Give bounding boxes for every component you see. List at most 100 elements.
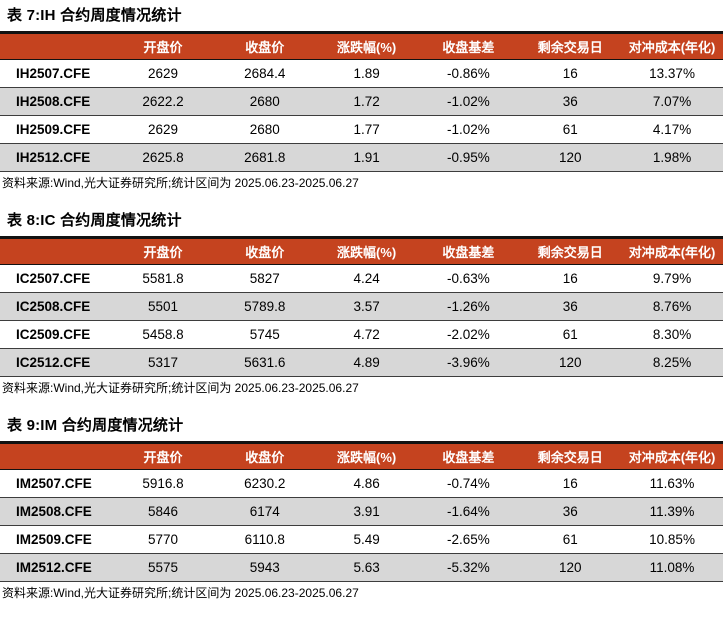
data-cell: 5501 [112,292,214,321]
column-header: 收盘基差 [417,31,520,60]
data-cell: 2680 [213,115,316,144]
column-header: 涨跌幅(%) [315,31,418,60]
data-cell: 3.91 [315,497,418,526]
header-row: 开盘价 收盘价 涨跌幅(%) 收盘基差 剩余交易日 对冲成本(年化) [0,31,723,60]
data-cell: -1.64% [417,497,520,526]
data-cell: 2629 [112,115,214,144]
column-header: 收盘价 [213,236,316,265]
data-cell: 5317 [112,348,214,377]
data-cell: 36 [519,87,622,116]
data-cell: 11.39% [621,497,723,526]
contract-cell: IC2508.CFE [0,292,113,321]
table-title: 表 7:IH 合约周度情况统计 [7,7,182,24]
data-cell: -0.74% [417,469,520,498]
data-cell: 120 [519,553,622,582]
data-cell: 5631.6 [213,348,316,377]
data-cell: 1.91 [315,143,418,172]
column-header: 剩余交易日 [519,236,622,265]
column-header: 开盘价 [112,236,214,265]
table-block-im: 表 9:IM 合约周度情况统计 开盘价 收盘价 涨跌幅(%) 收盘基差 剩余交易… [0,417,723,600]
data-cell: 5458.8 [112,320,214,349]
data-cell: 16 [519,264,622,293]
data-cell: 11.63% [621,469,723,498]
data-cell: 2684.4 [213,59,316,88]
data-cell: 5745 [213,320,316,349]
data-cell: 2629 [112,59,214,88]
column-header: 涨跌幅(%) [315,441,418,470]
column-header: 收盘基差 [417,236,520,265]
data-cell: 1.89 [315,59,418,88]
data-cell: 13.37% [621,59,723,88]
contract-cell: IH2508.CFE [0,87,113,116]
table-block-ic: 表 8:IC 合约周度情况统计 开盘价 收盘价 涨跌幅(%) 收盘基差 剩余交易… [0,212,723,395]
data-cell: 10.85% [621,525,723,554]
column-header: 收盘价 [213,441,316,470]
header-row: 开盘价 收盘价 涨跌幅(%) 收盘基差 剩余交易日 对冲成本(年化) [0,236,723,265]
column-header: 对冲成本(年化) [621,236,723,265]
data-cell: 1.72 [315,87,418,116]
table-row: IM2508.CFE 5846 6174 3.91 -1.64% 36 11.3… [0,497,723,526]
table-row: IM2507.CFE 5916.8 6230.2 4.86 -0.74% 16 … [0,469,723,498]
column-header: 收盘基差 [417,441,520,470]
futures-table-ic: 开盘价 收盘价 涨跌幅(%) 收盘基差 剩余交易日 对冲成本(年化) IC250… [0,236,723,377]
table-row: IH2509.CFE 2629 2680 1.77 -1.02% 61 4.17… [0,115,723,144]
data-cell: 1.98% [621,143,723,172]
futures-table-ih: 开盘价 收盘价 涨跌幅(%) 收盘基差 剩余交易日 对冲成本(年化) IH250… [0,31,723,172]
table-row: IM2509.CFE 5770 6110.8 5.49 -2.65% 61 10… [0,525,723,554]
column-header [0,31,113,60]
data-cell: 5770 [112,525,214,554]
data-cell: 5581.8 [112,264,214,293]
data-cell: 4.24 [315,264,418,293]
data-cell: 7.07% [621,87,723,116]
data-cell: 1.77 [315,115,418,144]
data-cell: 5916.8 [112,469,214,498]
table-row: IH2508.CFE 2622.2 2680 1.72 -1.02% 36 7.… [0,87,723,116]
data-cell: 5789.8 [213,292,316,321]
contract-cell: IC2512.CFE [0,348,113,377]
data-cell: 5827 [213,264,316,293]
data-cell: 36 [519,292,622,321]
data-cell: 61 [519,525,622,554]
table-block-ih: 表 7:IH 合约周度情况统计 开盘价 收盘价 涨跌幅(%) 收盘基差 剩余交易… [0,7,723,190]
source-note: 资料来源:Wind,光大证券研究所;统计区间为 2025.06.23-2025.… [2,176,359,190]
contract-cell: IH2509.CFE [0,115,113,144]
data-cell: -0.86% [417,59,520,88]
header-row: 开盘价 收盘价 涨跌幅(%) 收盘基差 剩余交易日 对冲成本(年化) [0,441,723,470]
column-header: 对冲成本(年化) [621,441,723,470]
data-cell: 4.89 [315,348,418,377]
data-cell: -2.02% [417,320,520,349]
table-row: IC2508.CFE 5501 5789.8 3.57 -1.26% 36 8.… [0,292,723,321]
source-note: 资料来源:Wind,光大证券研究所;统计区间为 2025.06.23-2025.… [2,381,359,395]
data-cell: -5.32% [417,553,520,582]
column-header [0,236,113,265]
data-cell: 9.79% [621,264,723,293]
table-title: 表 8:IC 合约周度情况统计 [7,212,182,229]
column-header: 开盘价 [112,441,214,470]
data-cell: 61 [519,320,622,349]
data-cell: 61 [519,115,622,144]
table-header: 开盘价 收盘价 涨跌幅(%) 收盘基差 剩余交易日 对冲成本(年化) [0,236,723,265]
data-cell: 5.63 [315,553,418,582]
data-cell: 4.72 [315,320,418,349]
data-cell: -1.02% [417,87,520,116]
table-title: 表 9:IM 合约周度情况统计 [7,417,184,434]
table-row: IC2509.CFE 5458.8 5745 4.72 -2.02% 61 8.… [0,320,723,349]
data-cell: 16 [519,59,622,88]
data-cell: 5575 [112,553,214,582]
data-cell: 5.49 [315,525,418,554]
column-header: 收盘价 [213,31,316,60]
data-cell: 8.76% [621,292,723,321]
table-header: 开盘价 收盘价 涨跌幅(%) 收盘基差 剩余交易日 对冲成本(年化) [0,31,723,60]
report-page: 表 7:IH 合约周度情况统计 开盘价 收盘价 涨跌幅(%) 收盘基差 剩余交易… [0,7,723,600]
data-cell: 5943 [213,553,316,582]
table-row: IH2507.CFE 2629 2684.4 1.89 -0.86% 16 13… [0,59,723,88]
contract-cell: IH2507.CFE [0,59,113,88]
data-cell: 36 [519,497,622,526]
data-cell: 11.08% [621,553,723,582]
column-header: 剩余交易日 [519,441,622,470]
contract-cell: IM2509.CFE [0,525,113,554]
data-cell: 8.30% [621,320,723,349]
data-cell: -2.65% [417,525,520,554]
contract-cell: IM2512.CFE [0,553,113,582]
column-header: 开盘价 [112,31,214,60]
